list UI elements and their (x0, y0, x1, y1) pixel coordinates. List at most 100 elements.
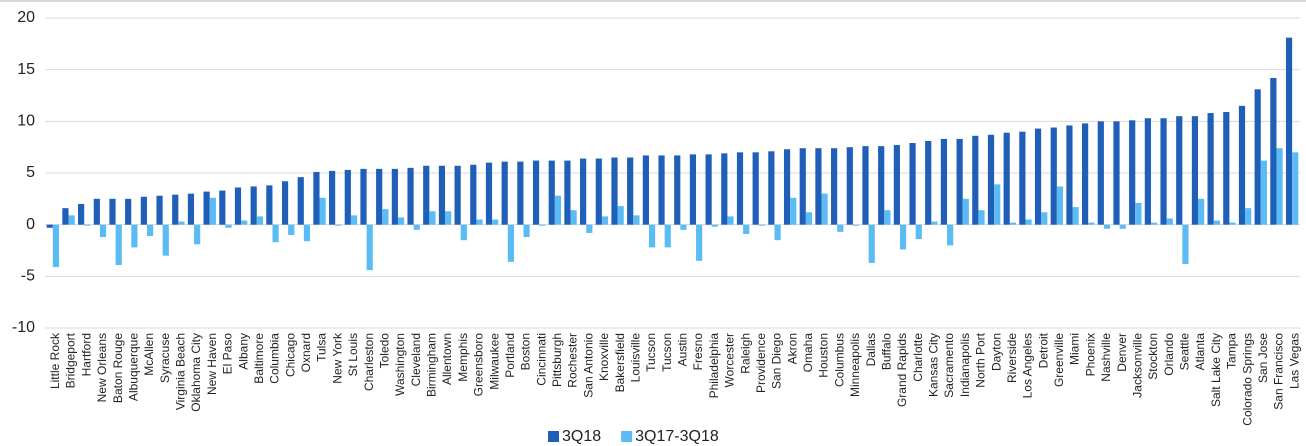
bar (674, 155, 681, 225)
x-tick-label: Greensboro (472, 333, 486, 397)
x-tick-label: Stockton (1146, 333, 1160, 380)
bar (868, 224, 875, 263)
bar (931, 221, 938, 225)
bar (642, 155, 649, 225)
bar (1019, 131, 1026, 225)
bar (172, 194, 179, 225)
bar (595, 158, 602, 225)
bar (1292, 152, 1299, 225)
bar (423, 165, 430, 225)
bar (852, 224, 860, 226)
x-tick-label: Chicago (283, 333, 297, 377)
bar (994, 184, 1001, 225)
x-tick-label: New Haven (205, 333, 219, 395)
x-tick-label: North Port (974, 332, 988, 387)
bar (329, 170, 336, 225)
bar (1113, 121, 1120, 225)
x-tick-label: San Jose (1256, 333, 1270, 383)
bar (1072, 207, 1079, 225)
x-tick-label: Washington (393, 333, 407, 396)
x-tick-label: San Antonio (581, 333, 595, 398)
bar (485, 162, 493, 225)
x-tick-label: Memphis (456, 333, 470, 382)
x-tick-label: Hartford (79, 333, 93, 376)
bar (925, 140, 932, 225)
bar (203, 191, 210, 225)
bar (664, 224, 671, 248)
bar (601, 216, 609, 225)
bar (1176, 116, 1183, 225)
bar (288, 224, 295, 235)
bar (548, 160, 555, 225)
x-tick-label: Orlando (1162, 333, 1176, 376)
bar (846, 147, 853, 225)
bar (799, 148, 806, 225)
bar (1260, 160, 1267, 225)
x-tick-label: Allentown (440, 333, 454, 385)
x-tick-label: Austin (676, 333, 690, 366)
bar (768, 151, 775, 225)
x-tick-label: Salt Lake City (1209, 333, 1223, 407)
bar (1207, 113, 1214, 225)
bar (250, 186, 257, 225)
x-tick-label: Houston (817, 333, 831, 378)
x-tick-label: Detroit (1036, 332, 1050, 368)
x-tick-label: Greenville (1052, 333, 1066, 387)
bar (146, 224, 154, 237)
bar (376, 168, 383, 225)
x-tick-label: Columbia (268, 333, 282, 384)
bar (586, 224, 593, 233)
x-tick-label: Baton Rouge (111, 333, 125, 403)
bar (156, 195, 163, 225)
x-tick-label: Syracuse (158, 333, 172, 383)
bar (978, 210, 985, 225)
x-tick-label: Minneapolis (848, 333, 862, 397)
bar (109, 198, 116, 225)
bar (382, 209, 389, 225)
x-tick-label: Phoenix (1083, 333, 1097, 376)
x-tick-label: Pittsburgh (550, 333, 564, 387)
bar (899, 224, 907, 250)
bar (1198, 198, 1205, 225)
bar (1213, 220, 1220, 225)
bar (303, 224, 311, 242)
bar (319, 197, 326, 225)
x-tick-label: Cleveland (409, 333, 423, 386)
bar (783, 149, 791, 225)
x-tick-label: Rochester (566, 333, 580, 388)
x-tick-label: Tucson (644, 333, 658, 372)
bar (940, 138, 948, 225)
x-tick-label: St Louis (346, 333, 360, 376)
bar (1270, 77, 1277, 225)
bar (1056, 186, 1064, 225)
bar (445, 211, 452, 225)
bar (1182, 224, 1189, 264)
bar (696, 224, 703, 261)
x-tick-label: Toledo (377, 333, 391, 369)
x-tick-label: Birmingham (425, 333, 439, 397)
x-tick-label: El Paso (221, 333, 235, 375)
bar (52, 224, 60, 268)
y-tick-label: 15 (17, 61, 35, 78)
bar (689, 154, 697, 225)
x-tick-label: Baltimore (252, 333, 266, 384)
bar (987, 134, 995, 225)
bar (721, 153, 728, 225)
bar (821, 193, 828, 225)
bar (187, 193, 195, 225)
x-tick-label: Louisville (628, 333, 642, 383)
legend-swatch (621, 431, 633, 442)
x-tick-label: Oxnard (299, 333, 313, 372)
x-tick-label: Fresno (691, 333, 705, 371)
bar (743, 224, 750, 234)
bar (956, 138, 963, 225)
y-tick-label: 5 (26, 164, 35, 181)
y-tick-label: -5 (21, 268, 35, 285)
x-tick-label: Albuquerque (126, 333, 140, 401)
bar (438, 165, 446, 225)
bar (1129, 120, 1136, 225)
bar (539, 224, 546, 226)
bar (178, 221, 185, 225)
bar (837, 224, 844, 232)
